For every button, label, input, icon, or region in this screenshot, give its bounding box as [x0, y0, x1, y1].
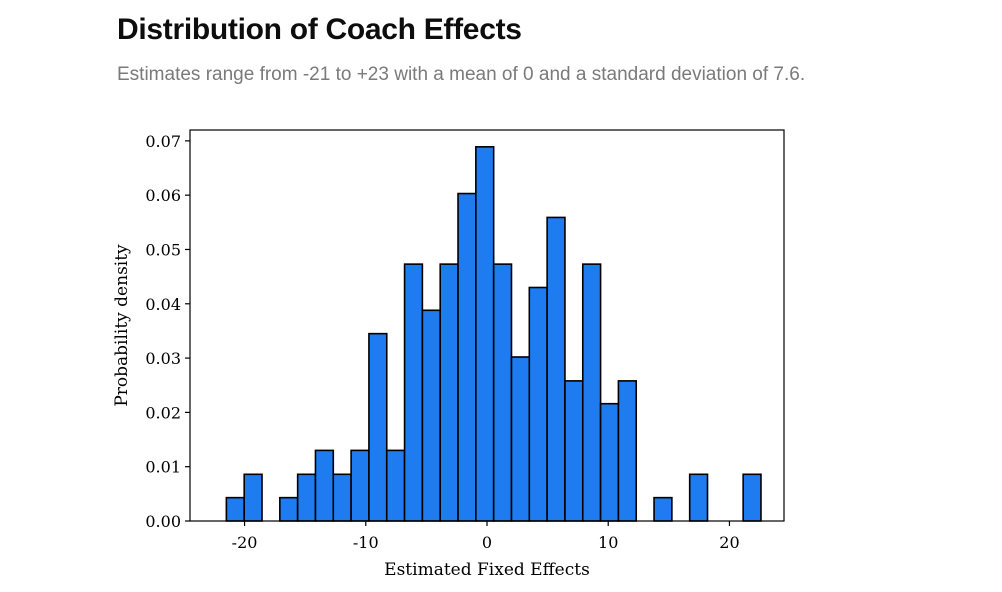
histogram-bar	[403, 263, 424, 522]
histogram-bar	[581, 263, 602, 522]
histogram-bar	[314, 449, 335, 522]
histogram-bar	[421, 309, 442, 522]
histogram-bar	[564, 380, 584, 522]
x-axis-label: Estimated Fixed Effects	[384, 560, 590, 580]
histogram-bar	[457, 192, 477, 522]
histogram-bar	[599, 402, 620, 522]
histogram-bar	[368, 332, 388, 522]
chart-title: Distribution of Coach Effects	[117, 13, 522, 46]
histogram-bar	[279, 496, 299, 522]
y-tick-label: 0.01	[145, 458, 181, 477]
y-tick-label: 0.03	[145, 349, 181, 368]
histogram-bar	[528, 286, 548, 522]
x-axis: -20 -10 0 10 20	[232, 521, 740, 552]
plot-frame	[189, 129, 785, 522]
histogram-bar	[225, 496, 245, 522]
y-axis-label: Probability density	[112, 244, 132, 407]
histogram-bars	[225, 146, 762, 522]
histogram-bar	[350, 449, 370, 522]
y-tick-label: 0.05	[145, 240, 181, 259]
x-tick-label: 10	[598, 533, 618, 552]
y-tick-label: 0.04	[145, 295, 181, 314]
histogram-bar	[617, 380, 638, 522]
histogram-bar	[385, 449, 406, 522]
histogram-bar	[742, 473, 762, 522]
histogram-bar	[439, 263, 459, 522]
x-tick-label: -10	[353, 533, 379, 552]
chart-subtitle: Estimates range from -21 to +23 with a m…	[117, 64, 806, 85]
x-tick-label: -20	[232, 533, 258, 552]
x-tick-label: 20	[719, 533, 739, 552]
histogram-bar	[243, 473, 263, 522]
histogram-bar	[475, 146, 495, 522]
histogram-bar	[492, 263, 513, 522]
y-tick-label: 0.00	[145, 512, 181, 531]
histogram-bar	[332, 473, 352, 522]
histogram-bar	[653, 496, 673, 522]
histogram-bar	[688, 473, 709, 522]
y-tick-label: 0.02	[145, 403, 181, 422]
histogram-bar	[510, 356, 531, 522]
x-tick-label: 0	[482, 533, 492, 552]
histogram-bar	[296, 473, 317, 522]
y-tick-label: 0.06	[145, 186, 181, 205]
histogram-bar	[546, 216, 566, 522]
y-axis: 0.00 0.01 0.02 0.03 0.04 0.05 0.06 0.07	[145, 132, 190, 531]
y-tick-label: 0.07	[145, 132, 181, 151]
